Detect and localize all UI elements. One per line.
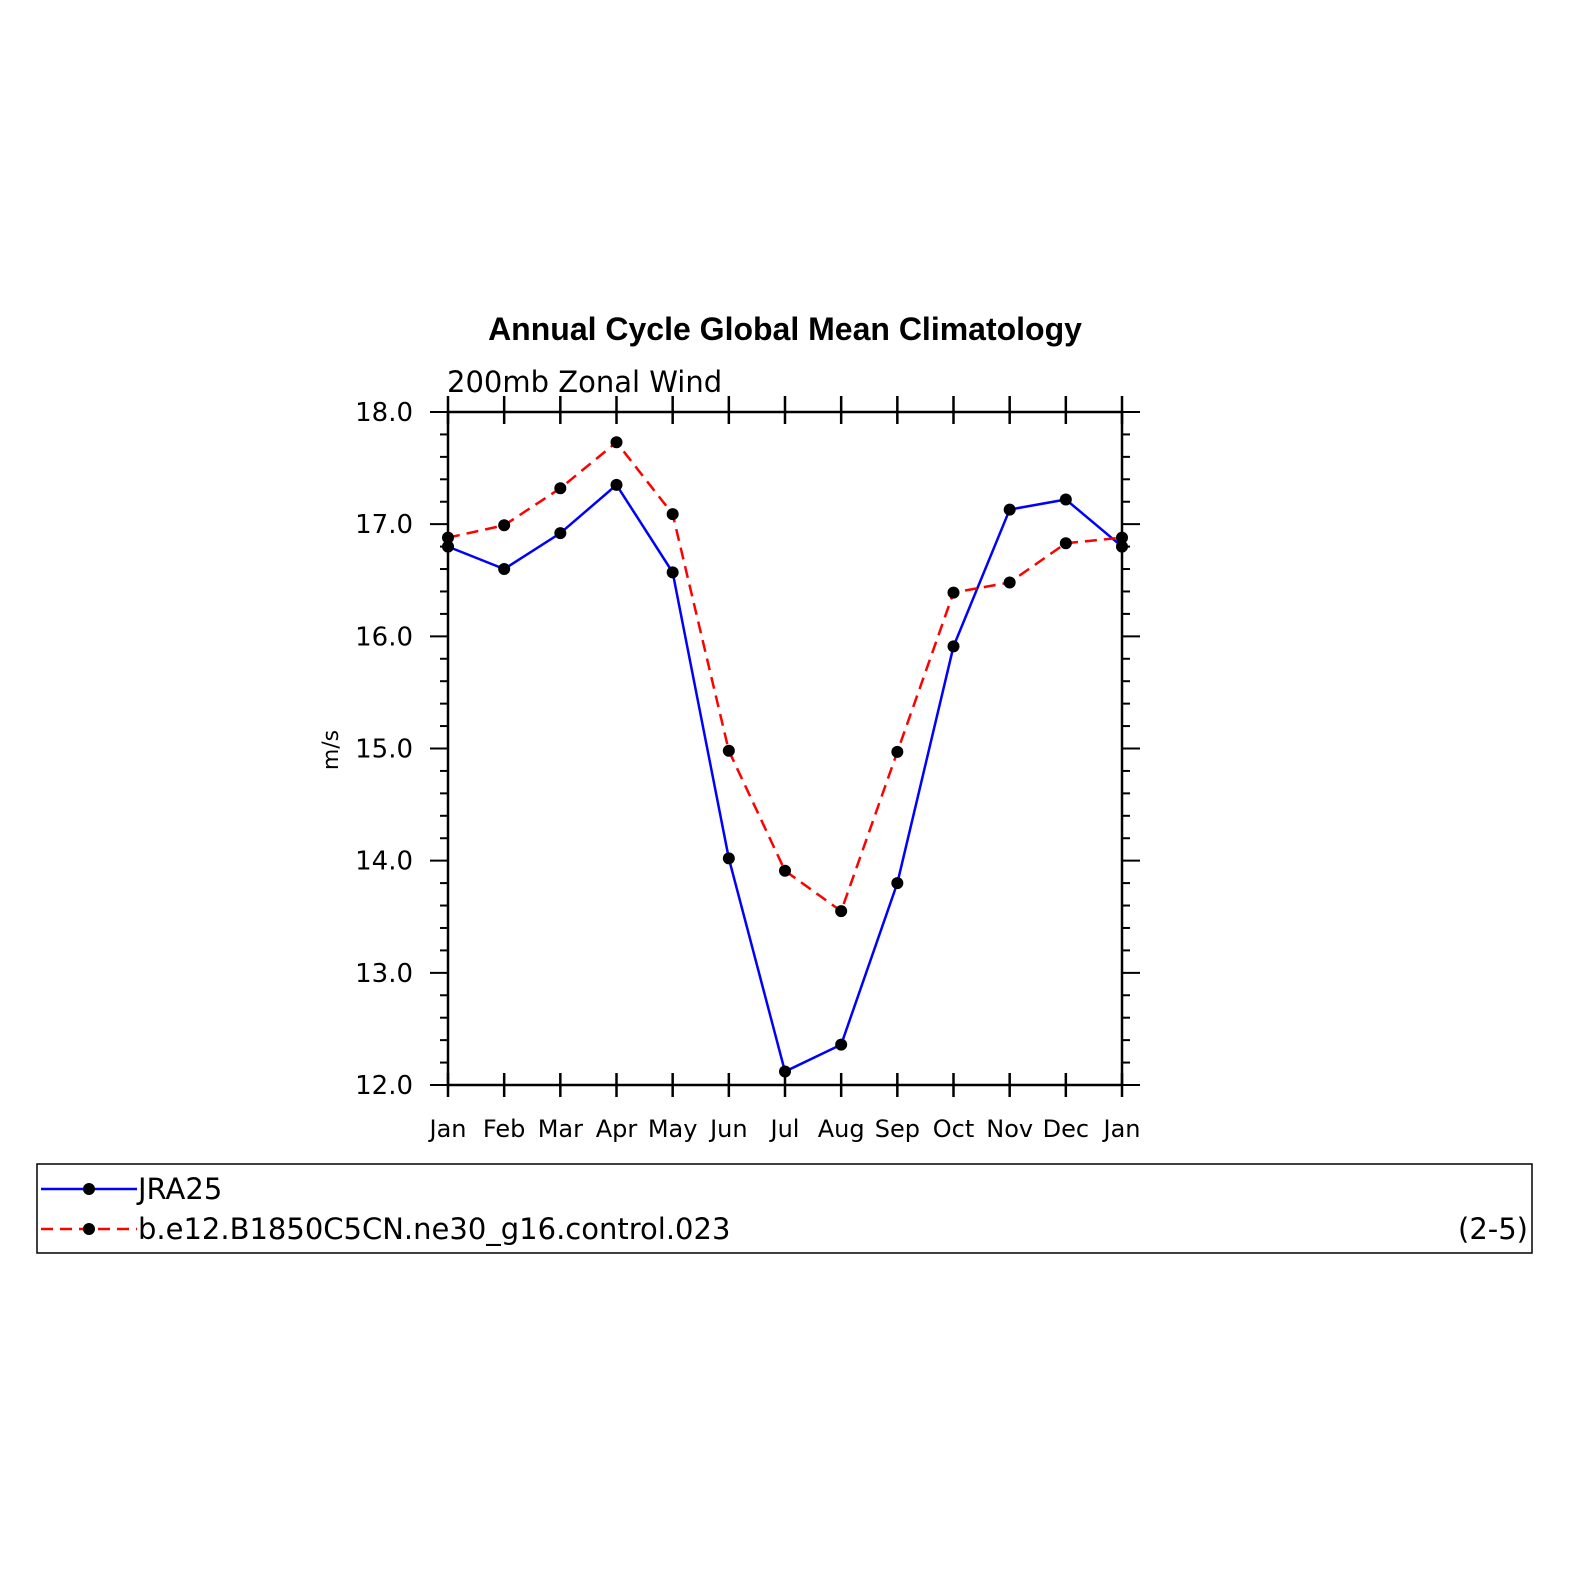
series-0-point (835, 1038, 848, 1051)
series-1-point (498, 519, 511, 532)
chart-subtitle: 200mb Zonal Wind (447, 365, 722, 399)
y-axis-label: m/s (319, 730, 344, 770)
series-1-point (891, 745, 904, 758)
legend-box (36, 1163, 1533, 1254)
legend-marker-0 (83, 1183, 95, 1195)
x-tick-labels: Jan Feb Mar Apr May Jun Jul Aug Sep Oct Nov Dec Jan (428, 1115, 1141, 1143)
y-tick-label: 16.0 (355, 622, 413, 652)
y-tick-label: 14.0 (355, 847, 413, 877)
x-tick-label: Dec (1043, 1115, 1089, 1143)
legend-entry-0: JRA25 (41, 1172, 222, 1206)
series-1-point (610, 436, 623, 449)
x-tick-label: Mar (538, 1115, 583, 1143)
legend-label-0: JRA25 (136, 1172, 222, 1206)
x-tick-label: Feb (483, 1115, 526, 1143)
series-0-point (1059, 493, 1072, 506)
series-1-point (554, 482, 567, 495)
x-tick-label: Nov (986, 1115, 1033, 1143)
series-lines (447, 440, 1123, 1074)
y-tick-labels: 12.0 13.0 14.0 15.0 16.0 17.0 18.0 (355, 398, 413, 1101)
x-tick-label: Sep (875, 1115, 920, 1143)
y-tick-label: 17.0 (355, 510, 413, 540)
series-1-point (1059, 537, 1072, 550)
series-1-point (666, 508, 679, 521)
panel-label: (2-5) (1458, 1212, 1528, 1246)
series-1-point (442, 531, 454, 544)
series-1-point (1003, 576, 1016, 589)
x-tick-label: Jul (769, 1115, 800, 1143)
x-tick-label: Jun (708, 1115, 748, 1143)
series-1-point (1116, 531, 1128, 544)
series-0-point (779, 1065, 791, 1078)
series-line-1 (447, 440, 1123, 914)
series-1-point (722, 744, 735, 757)
series-0-point (722, 852, 735, 865)
series-1-point (779, 864, 791, 877)
series-1-point (835, 905, 848, 918)
series-0-point (891, 877, 904, 890)
series-0-point (1116, 540, 1128, 553)
series-0-point (442, 540, 454, 553)
series-0-point (1003, 503, 1016, 516)
series-line-0 (447, 483, 1123, 1074)
x-tick-label: May (648, 1115, 698, 1143)
series-0-point (610, 478, 623, 491)
legend-entry-1: b.e12.B1850C5CN.ne30_g16.control.023 (41, 1212, 730, 1246)
chart-title: Annual Cycle Global Mean Climatology (488, 311, 1082, 347)
y-tick-label: 13.0 (355, 959, 413, 989)
x-tick-label: Jan (1102, 1115, 1141, 1143)
series-0-point (666, 566, 679, 579)
legend-label-1: b.e12.B1850C5CN.ne30_g16.control.023 (138, 1212, 730, 1246)
y-tick-label: 18.0 (355, 398, 413, 428)
x-tick-label: Aug (818, 1115, 865, 1143)
series-0-point (947, 640, 960, 653)
x-tick-label: Apr (596, 1115, 638, 1143)
series-1-point (947, 586, 960, 599)
x-tick-label: Oct (933, 1115, 975, 1143)
plot-frame (446, 410, 1124, 1087)
legend-marker-1 (83, 1223, 95, 1235)
series-0-point (554, 527, 567, 540)
series-0-point (498, 563, 511, 576)
y-tick-label: 15.0 (355, 735, 413, 765)
axis-ticks (430, 396, 1140, 1097)
y-tick-label: 12.0 (355, 1071, 413, 1101)
x-tick-label: Jan (428, 1115, 467, 1143)
series-points (442, 436, 1128, 1078)
